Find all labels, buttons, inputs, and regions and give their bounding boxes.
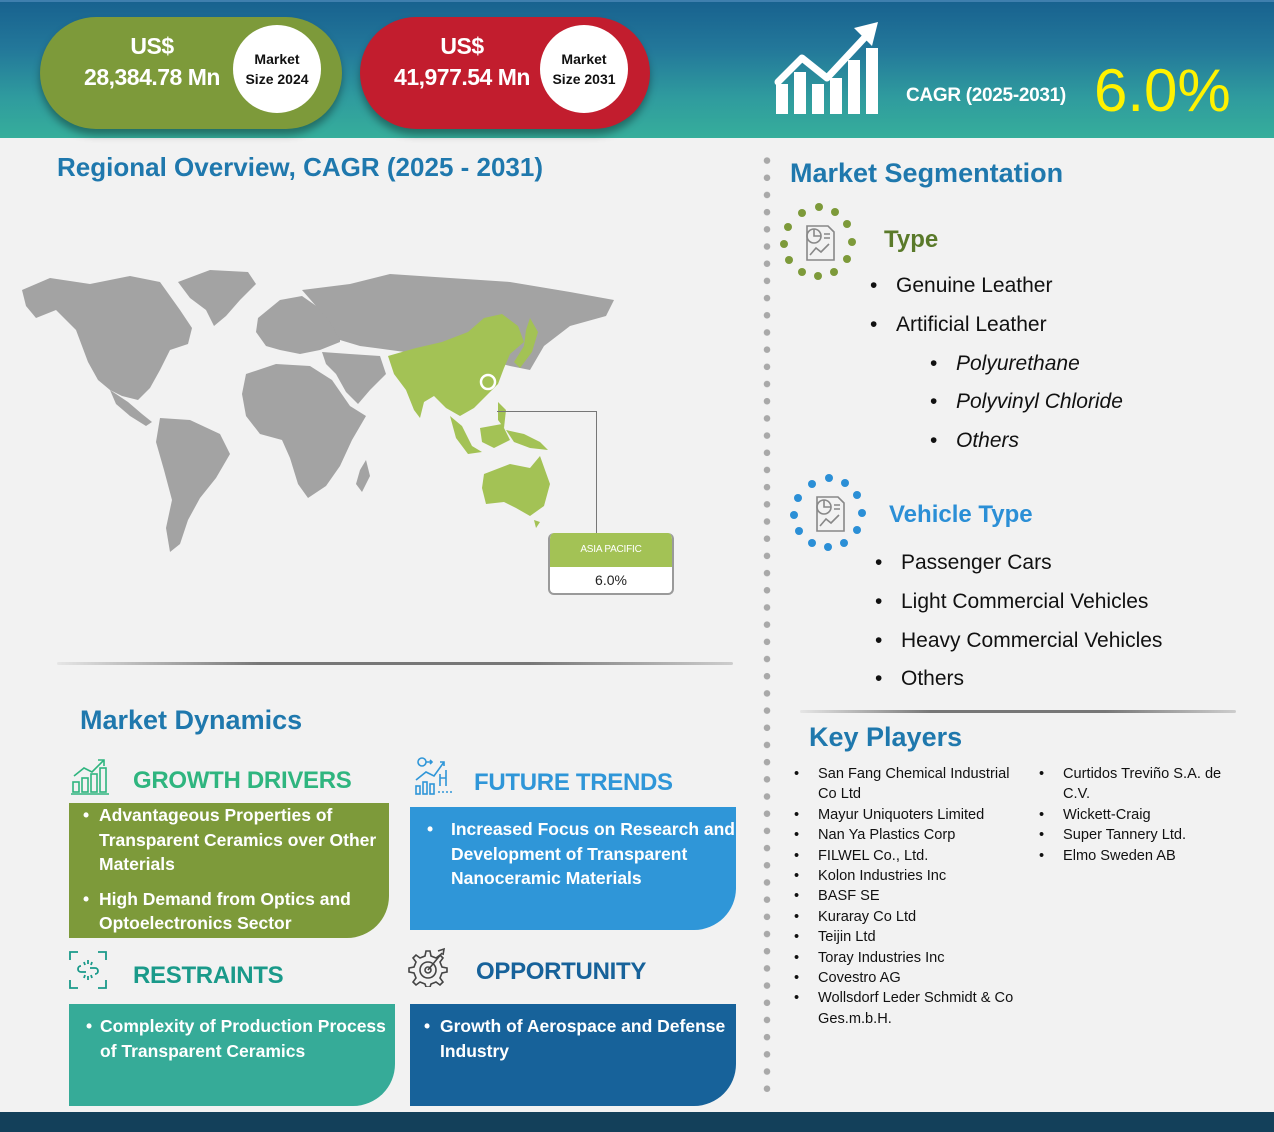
list-item: Artificial Leather	[870, 310, 1123, 349]
badge-line1: Market	[561, 51, 607, 67]
region-name: ASIA PACIFIC	[550, 533, 672, 567]
regional-overview-title: Regional Overview, CAGR (2025 - 2031)	[57, 152, 544, 182]
trend-item: Increased Focus on Research and Developm…	[410, 817, 736, 891]
list-item: Light Commercial Vehicles	[875, 587, 1162, 626]
player-item: Super Tannery Ltd.	[1039, 825, 1239, 846]
restraints-box: Complexity of Production Process of Tran…	[69, 1004, 395, 1106]
market-size-2031-badge: Market Size 2031	[540, 25, 628, 113]
key-players-column-2: Curtidos Treviño S.A. de C.V. Wickett-Cr…	[1039, 764, 1239, 866]
player-item: Curtidos Treviño S.A. de C.V.	[1039, 764, 1239, 805]
vehicle-type-list: Passenger Cars Light Commercial Vehicles…	[875, 548, 1162, 703]
callout-connector	[497, 411, 597, 535]
cagr-label: CAGR (2025-2031)	[906, 85, 1066, 106]
growth-drivers-title: GROWTH DRIVERS	[133, 767, 352, 794]
market-size-2024-badge: Market Size 2024	[233, 25, 321, 113]
list-item: Polyvinyl Chloride	[870, 387, 1123, 426]
opportunity-title: OPPORTUNITY	[476, 958, 647, 985]
market-value: 41,977.54 Mn	[394, 64, 530, 90]
market-dynamics-title: Market Dynamics	[80, 705, 303, 735]
driver-item: Advantageous Properties of Transparent C…	[69, 803, 389, 877]
opportunity-item: Growth of Aerospace and Defense Industry	[410, 1014, 736, 1063]
footer-bar	[0, 1112, 1274, 1132]
list-item: Heavy Commercial Vehicles	[875, 626, 1162, 665]
type-list: Genuine Leather Artificial Leather Polyu…	[870, 271, 1123, 465]
asia-pacific-callout: ASIA PACIFIC 6.0%	[548, 533, 674, 595]
player-item: Kuraray Co Ltd	[794, 907, 1024, 928]
opportunity-box: Growth of Aerospace and Defense Industry	[410, 1004, 736, 1106]
driver-item: High Demand from Optics and Optoelectron…	[69, 887, 389, 936]
player-item: Teijin Ltd	[794, 927, 1024, 948]
player-item: Nan Ya Plastics Corp	[794, 825, 1024, 846]
player-item: BASF SE	[794, 886, 1024, 907]
player-item: FILWEL Co., Ltd.	[794, 846, 1024, 867]
list-item: Passenger Cars	[875, 548, 1162, 587]
report-chart-icon	[790, 474, 866, 551]
player-item: San Fang Chemical Industrial Co Ltd	[794, 764, 1024, 805]
market-size-2024-value: US$ 28,384.78 Mn	[62, 31, 242, 93]
key-players-title: Key Players	[809, 722, 963, 752]
list-item: Others	[875, 664, 1162, 703]
player-item: Covestro AG	[794, 968, 1024, 989]
world-map	[22, 270, 614, 552]
header-banner: US$ 28,384.78 Mn Market Size 2024 US$ 41…	[0, 0, 1274, 138]
broken-link-icon	[69, 951, 107, 989]
list-item: Polyurethane	[870, 349, 1123, 388]
key-players-column-1: San Fang Chemical Industrial Co Ltd Mayu…	[794, 764, 1024, 1029]
list-item: Genuine Leather	[870, 271, 1123, 310]
market-segmentation-title: Market Segmentation	[790, 158, 1064, 188]
region-marker	[479, 373, 497, 391]
player-item: Toray Industries Inc	[794, 948, 1024, 969]
future-trends-title: FUTURE TRENDS	[474, 769, 673, 796]
growth-drivers-box: Advantageous Properties of Transparent C…	[69, 803, 389, 938]
vehicle-type-heading: Vehicle Type	[889, 501, 1033, 528]
player-item: Mayur Uniquoters Limited	[794, 805, 1024, 826]
market-size-2031-card: US$ 41,977.54 Mn Market Size 2031	[360, 17, 650, 129]
currency-label: US$	[130, 33, 174, 59]
bar-growth-icon	[71, 759, 109, 795]
growth-chart-icon	[774, 22, 878, 114]
region-cagr: 6.0%	[595, 572, 627, 588]
badge-line1: Market	[254, 51, 300, 67]
badge-line2: Size 2024	[245, 71, 309, 87]
badge-line2: Size 2031	[552, 71, 616, 87]
type-heading: Type	[884, 226, 939, 253]
market-size-2031-value: US$ 41,977.54 Mn	[372, 31, 552, 93]
restraint-item: Complexity of Production Process of Tran…	[69, 1014, 395, 1063]
report-chart-icon	[780, 203, 856, 280]
vertical-dotted-divider	[763, 152, 771, 1102]
list-item: Others	[870, 426, 1123, 465]
cagr-value: 6.0%	[1094, 57, 1231, 124]
player-item: Wollsdorf Leder Schmidt & Co Ges.m.b.H.	[794, 988, 1024, 1029]
section-divider	[800, 710, 1236, 713]
gear-target-icon	[408, 947, 448, 987]
player-item: Elmo Sweden AB	[1039, 846, 1239, 867]
future-trends-box: Increased Focus on Research and Developm…	[410, 807, 736, 930]
market-value: 28,384.78 Mn	[84, 64, 220, 90]
market-size-2024-card: US$ 28,384.78 Mn Market Size 2024	[40, 17, 342, 129]
restraints-title: RESTRAINTS	[133, 962, 284, 989]
trend-analytics-icon	[415, 757, 452, 795]
player-item: Kolon Industries Inc	[794, 866, 1024, 887]
player-item: Wickett-Craig	[1039, 805, 1239, 826]
currency-label: US$	[440, 33, 484, 59]
section-divider	[57, 662, 733, 665]
